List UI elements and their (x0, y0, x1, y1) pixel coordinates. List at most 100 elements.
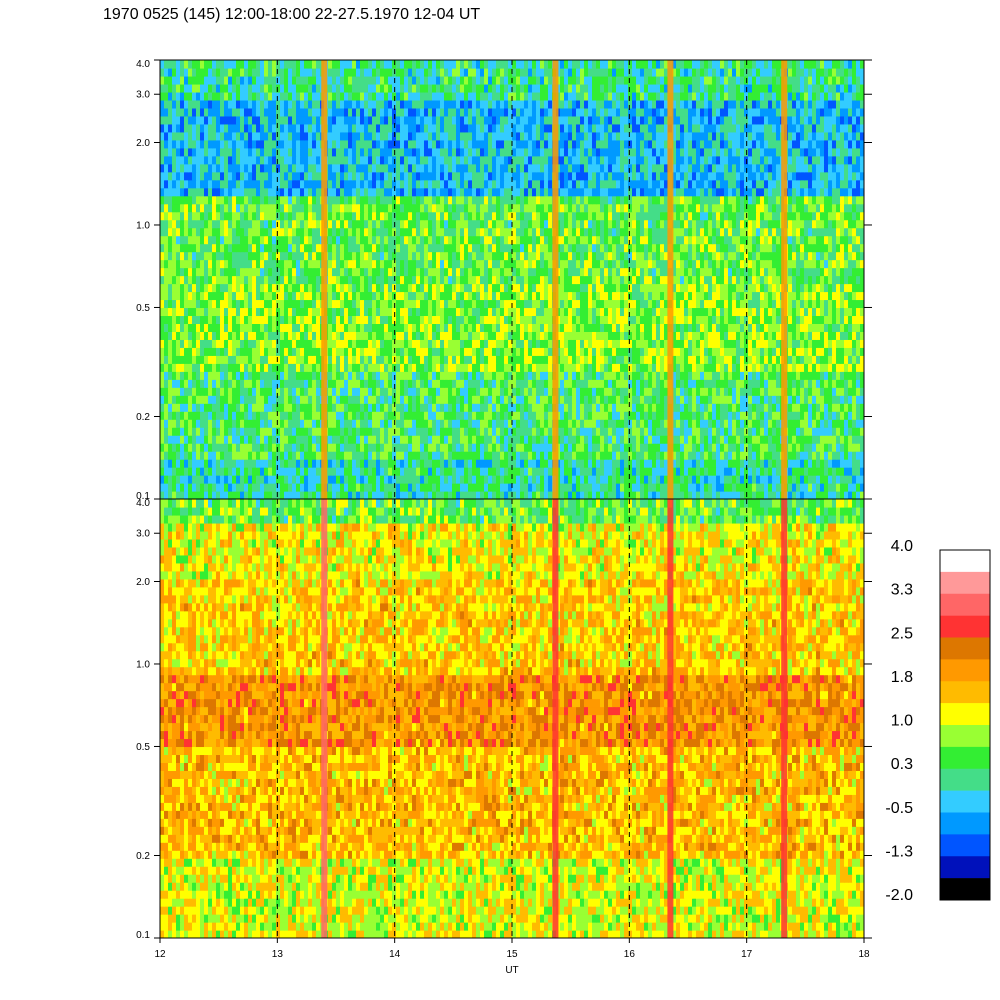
heatmap-cell (176, 267, 181, 277)
heatmap-cell (848, 371, 853, 380)
heatmap-cell (532, 379, 537, 388)
heatmap-cell (252, 363, 257, 372)
heatmap-cell (296, 275, 301, 285)
heatmap-cell (596, 275, 601, 285)
heatmap-cell (776, 363, 781, 372)
heatmap-cell (268, 291, 273, 301)
heatmap-cell (464, 411, 469, 420)
heatmap-cell (808, 299, 813, 309)
heatmap-cell (752, 459, 757, 468)
heatmap-cell (228, 387, 233, 396)
heatmap-cell (768, 331, 773, 340)
heatmap-cell (844, 459, 849, 468)
heatmap-cell (676, 291, 681, 301)
heatmap-cell (568, 459, 573, 468)
heatmap-cell (640, 275, 645, 285)
heatmap-cell (336, 283, 341, 293)
heatmap-cell (452, 323, 457, 332)
heatmap-cell (464, 331, 469, 340)
heatmap-cell (840, 283, 845, 293)
heatmap-cell (688, 491, 693, 499)
heatmap-cell (824, 339, 829, 348)
heatmap-cell (584, 451, 589, 460)
heatmap-cell (648, 483, 653, 492)
heatmap-cell (620, 403, 625, 412)
heatmap-cell (736, 379, 741, 388)
heatmap-cell (400, 371, 405, 380)
heatmap-cell (464, 387, 469, 396)
heatmap-cell (796, 467, 801, 476)
heatmap-cell (608, 467, 613, 476)
heatmap-cell (228, 483, 233, 492)
heatmap-cell (192, 371, 197, 380)
heatmap-cell (256, 467, 261, 476)
heatmap-cell (528, 299, 533, 309)
heatmap-cell (404, 347, 409, 356)
heatmap-cell (672, 355, 677, 364)
heatmap-cell (224, 371, 229, 380)
heatmap-cell (344, 347, 349, 356)
heatmap-cell (580, 459, 585, 468)
heatmap-cell (648, 443, 653, 452)
heatmap-cell (808, 427, 813, 436)
heatmap-cell (680, 395, 685, 404)
heatmap-cell (708, 299, 713, 309)
heatmap-cell (432, 483, 437, 492)
heatmap-cell (648, 387, 653, 396)
heatmap-cell (576, 467, 581, 476)
heatmap-cell (528, 275, 533, 285)
heatmap-cell (304, 459, 309, 468)
heatmap-cell (604, 275, 609, 285)
heatmap-cell (716, 331, 721, 340)
heatmap-cell (172, 275, 177, 285)
heatmap-cell (444, 299, 449, 309)
heatmap-cell (348, 427, 353, 436)
heatmap-cell (304, 395, 309, 404)
heatmap-cell (756, 323, 761, 332)
heatmap-cell (608, 307, 613, 317)
heatmap-cell (468, 331, 473, 340)
heatmap-cell (624, 339, 629, 348)
heatmap-cell (184, 347, 189, 356)
heatmap-cell (764, 395, 769, 404)
heatmap-cell (792, 275, 797, 285)
heatmap-cell (676, 443, 681, 452)
heatmap-cell (224, 323, 229, 332)
heatmap-cell (332, 291, 337, 301)
heatmap-cell (436, 411, 441, 420)
heatmap-cell (820, 427, 825, 436)
heatmap-cell (820, 419, 825, 428)
heatmap-cell (328, 403, 333, 412)
heatmap-cell (224, 307, 229, 317)
heatmap-cell (588, 363, 593, 372)
heatmap-cell (644, 403, 649, 412)
heatmap-cell (580, 331, 585, 340)
heatmap-cell (512, 347, 517, 356)
heatmap-cell (804, 331, 809, 340)
heatmap-cell (264, 363, 269, 372)
heatmap-cell (304, 339, 309, 348)
heatmap-cell (496, 299, 501, 309)
heatmap-cell (800, 323, 805, 332)
heatmap-cell (452, 459, 457, 468)
heatmap-cell (516, 403, 521, 412)
heatmap-cell (816, 355, 821, 364)
heatmap-cell (536, 355, 541, 364)
heatmap-cell (712, 427, 717, 436)
heatmap-cell (476, 459, 481, 468)
heatmap-cell (396, 339, 401, 348)
heatmap-cell (288, 315, 293, 324)
heatmap-cell (524, 483, 529, 492)
heatmap-cell (860, 291, 864, 301)
heatmap-cell (684, 275, 689, 285)
heatmap-cell (432, 363, 437, 372)
heatmap-cell (164, 435, 169, 444)
heatmap-cell (372, 395, 377, 404)
heatmap-cell (628, 299, 633, 309)
heatmap-cell (280, 267, 285, 277)
heatmap-cell (404, 275, 409, 285)
heatmap-cell (748, 347, 753, 356)
heatmap-cell (508, 451, 513, 460)
heatmap-cell (828, 371, 833, 380)
heatmap-cell (532, 467, 537, 476)
